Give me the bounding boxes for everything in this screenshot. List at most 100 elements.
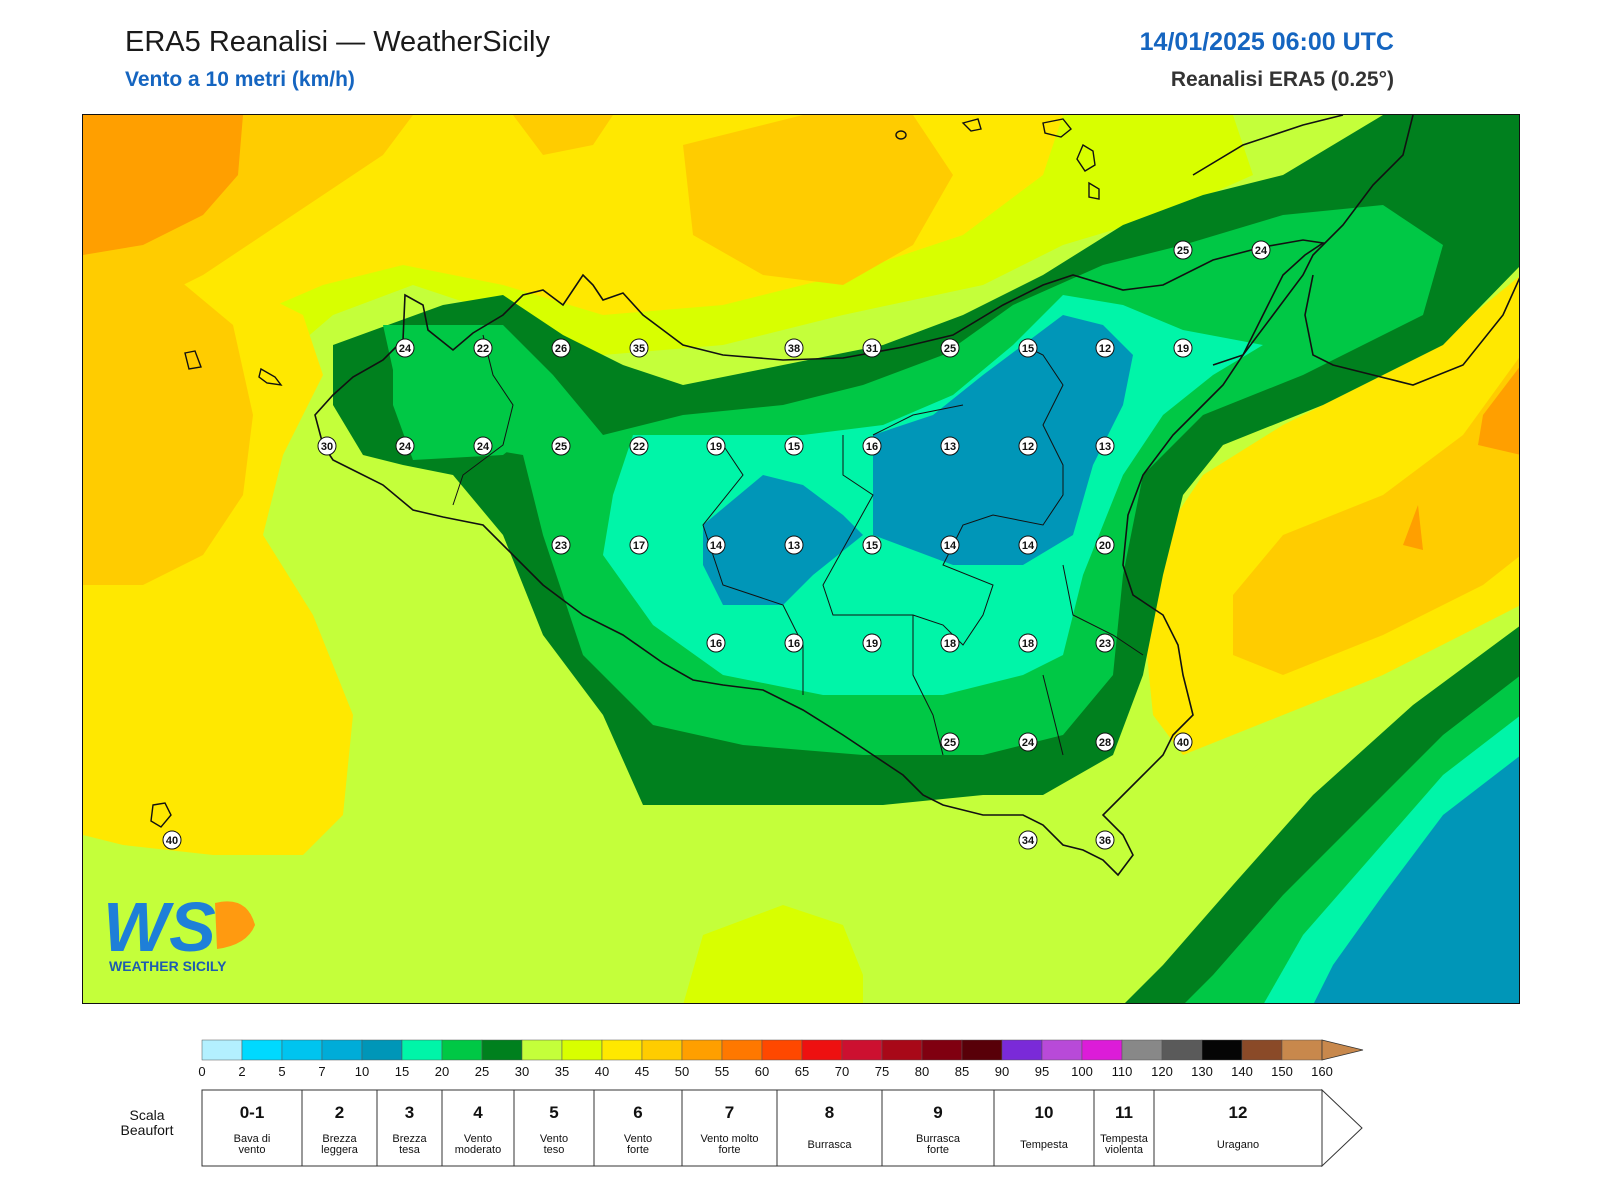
- beaufort-number: 12: [1229, 1103, 1248, 1122]
- wind-marker[interactable]: 34: [1018, 830, 1038, 850]
- scale-label: Scala Beaufort: [120, 1107, 174, 1138]
- svg-text:31: 31: [866, 343, 878, 355]
- svg-text:12: 12: [1099, 343, 1111, 355]
- wind-marker[interactable]: 19: [1173, 338, 1193, 358]
- wind-marker[interactable]: 22: [629, 436, 649, 456]
- colorbar-tick-label: 2: [238, 1064, 245, 1079]
- colorbar-swatch: [921, 1039, 963, 1061]
- wind-marker[interactable]: 18: [1018, 633, 1038, 653]
- wind-marker[interactable]: 35: [629, 338, 649, 358]
- svg-text:24: 24: [1255, 245, 1268, 257]
- wind-marker[interactable]: 13: [940, 436, 960, 456]
- wind-marker[interactable]: 13: [1095, 436, 1115, 456]
- field-40-45-south: [683, 905, 863, 1003]
- wind-marker[interactable]: 24: [1251, 240, 1271, 260]
- wind-marker[interactable]: 13: [784, 535, 804, 555]
- wind-marker[interactable]: 23: [1095, 633, 1115, 653]
- field-50-55-west: [83, 275, 253, 585]
- svg-text:14: 14: [1022, 540, 1035, 552]
- wind-marker[interactable]: 17: [629, 535, 649, 555]
- province-borders: [452, 334, 1144, 756]
- beaufort-number: 10: [1035, 1103, 1054, 1122]
- field-20-25-nw: [393, 335, 553, 460]
- colorbar-swatch: [521, 1039, 563, 1061]
- wind-marker[interactable]: 40: [162, 830, 182, 850]
- wind-marker[interactable]: 40: [1173, 732, 1193, 752]
- wind-marker[interactable]: 24: [395, 338, 415, 358]
- svg-text:25: 25: [944, 343, 956, 355]
- wind-marker[interactable]: 19: [706, 436, 726, 456]
- svg-text:34: 34: [1022, 835, 1035, 847]
- wind-marker[interactable]: 36: [1095, 830, 1115, 850]
- wind-marker[interactable]: 14: [1018, 535, 1038, 555]
- beaufort-cell: [681, 1089, 778, 1167]
- colorbar-swatch: [201, 1039, 243, 1061]
- colorbar-tick-label: 75: [875, 1064, 889, 1079]
- wind-marker[interactable]: 22: [473, 338, 493, 358]
- wind-marker[interactable]: 16: [784, 633, 804, 653]
- wind-marker[interactable]: 14: [706, 535, 726, 555]
- colorbar-swatch: [841, 1039, 883, 1061]
- island-salina: [1042, 118, 1072, 138]
- wind-marker[interactable]: 24: [1018, 732, 1038, 752]
- wind-marker[interactable]: 25: [940, 338, 960, 358]
- logo-text: WEATHER SICILY: [109, 958, 227, 974]
- svg-text:19: 19: [866, 638, 878, 650]
- wind-marker[interactable]: 18: [940, 633, 960, 653]
- colorbar-swatch: [361, 1039, 403, 1061]
- svg-text:24: 24: [399, 343, 412, 355]
- colorbar-swatch: [641, 1039, 683, 1061]
- svg-text:40: 40: [166, 835, 178, 847]
- beaufort-cell: [441, 1089, 515, 1167]
- colorbar-swatch: [561, 1039, 603, 1061]
- beaufort-cell: [881, 1089, 995, 1167]
- wind-marker[interactable]: 12: [1018, 436, 1038, 456]
- wind-marker[interactable]: 28: [1095, 732, 1115, 752]
- wind-marker[interactable]: 23: [551, 535, 571, 555]
- wind-marker[interactable]: 26: [551, 338, 571, 358]
- svg-text:12: 12: [1022, 441, 1034, 453]
- wind-marker[interactable]: 16: [862, 436, 882, 456]
- svg-text:13: 13: [944, 441, 956, 453]
- colorbar-swatch: [1241, 1039, 1283, 1061]
- wind-marker[interactable]: 31: [862, 338, 882, 358]
- beaufort-name: Tempesta violenta: [1100, 1133, 1149, 1156]
- colorbar-swatch: [441, 1039, 483, 1061]
- colorbar-tick-label: 120: [1151, 1064, 1173, 1079]
- beaufort-number: 8: [825, 1103, 834, 1122]
- colorbar-ticks: 0 2 5 7 10 15 20 25 30 35 40 45 50 55 60 65 70 75 80 85 90 95…: [198, 1064, 1332, 1079]
- wind-marker[interactable]: 24: [395, 436, 415, 456]
- colorbar: [201, 1039, 1323, 1061]
- field-55-60-nw: [83, 115, 243, 255]
- island-favignana: [258, 367, 283, 386]
- wind-marker[interactable]: 15: [862, 535, 882, 555]
- wind-marker[interactable]: 20: [1095, 535, 1115, 555]
- wind-marker[interactable]: 25: [551, 436, 571, 456]
- svg-text:22: 22: [633, 441, 645, 453]
- island-marettimo: [184, 350, 202, 370]
- colorbar-tick-label: 40: [595, 1064, 609, 1079]
- wind-marker[interactable]: 24: [473, 436, 493, 456]
- beaufort-name: Vento forte: [624, 1133, 652, 1156]
- wind-marker[interactable]: 14: [940, 535, 960, 555]
- wind-marker[interactable]: 19: [862, 633, 882, 653]
- field-50-55-east: [1233, 357, 1519, 675]
- calabria-coastline: [1192, 115, 1519, 386]
- wind-marker[interactable]: 12: [1095, 338, 1115, 358]
- map-subtitle: Vento a 10 metri (km/h): [125, 68, 355, 91]
- wind-marker[interactable]: 16: [706, 633, 726, 653]
- wind-marker[interactable]: 25: [940, 732, 960, 752]
- wind-marker[interactable]: 38: [784, 338, 804, 358]
- beaufort-name: Burrasca: [807, 1139, 852, 1151]
- field-10-15-east: [873, 315, 1133, 565]
- wind-map[interactable]: 24 22 26 35 38 31 25 15 12 19 30 24 24 2…: [82, 114, 1520, 1004]
- colorbar-tick-label: 85: [955, 1064, 969, 1079]
- wind-marker[interactable]: 25: [1173, 240, 1193, 260]
- wind-marker[interactable]: 30: [317, 436, 337, 456]
- colorbar-swatch: [281, 1039, 323, 1061]
- colorbar-tick-label: 7: [318, 1064, 325, 1079]
- svg-text:15: 15: [788, 441, 800, 453]
- map-title: ERA5 Reanalisi — WeatherSicily: [125, 26, 550, 58]
- wind-marker[interactable]: 15: [784, 436, 804, 456]
- wind-marker[interactable]: 15: [1018, 338, 1038, 358]
